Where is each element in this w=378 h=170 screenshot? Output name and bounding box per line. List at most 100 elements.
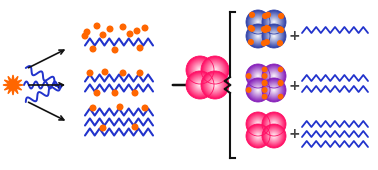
Circle shape: [267, 69, 281, 83]
Circle shape: [211, 81, 219, 89]
Circle shape: [265, 26, 269, 30]
Circle shape: [249, 127, 267, 145]
Circle shape: [249, 13, 267, 31]
Circle shape: [253, 30, 263, 42]
Circle shape: [272, 88, 276, 92]
Circle shape: [263, 125, 285, 147]
Circle shape: [273, 74, 276, 78]
Circle shape: [246, 124, 270, 148]
Circle shape: [273, 134, 276, 138]
Circle shape: [271, 33, 277, 39]
Circle shape: [205, 75, 225, 95]
Circle shape: [246, 24, 270, 48]
Circle shape: [277, 27, 282, 32]
Circle shape: [263, 26, 284, 46]
Circle shape: [212, 67, 218, 73]
Circle shape: [246, 64, 270, 88]
Circle shape: [210, 65, 220, 75]
Circle shape: [264, 80, 284, 100]
Circle shape: [209, 64, 221, 76]
Circle shape: [186, 56, 214, 84]
Circle shape: [251, 117, 265, 131]
Circle shape: [265, 81, 283, 99]
Circle shape: [187, 72, 213, 98]
Circle shape: [208, 63, 222, 76]
Circle shape: [273, 34, 276, 38]
Circle shape: [199, 69, 201, 71]
Circle shape: [132, 90, 138, 96]
Circle shape: [249, 115, 267, 133]
Circle shape: [270, 18, 278, 26]
Circle shape: [270, 32, 278, 40]
Circle shape: [194, 79, 206, 91]
Circle shape: [265, 27, 283, 45]
Circle shape: [254, 132, 262, 140]
Circle shape: [273, 135, 275, 137]
Circle shape: [272, 74, 276, 78]
Circle shape: [266, 116, 282, 132]
Circle shape: [279, 81, 283, 86]
Circle shape: [256, 122, 260, 126]
Circle shape: [256, 134, 260, 138]
Circle shape: [203, 73, 227, 97]
Circle shape: [189, 74, 211, 96]
Circle shape: [263, 114, 284, 134]
Circle shape: [248, 12, 268, 32]
Circle shape: [266, 82, 282, 98]
Circle shape: [270, 120, 278, 128]
Text: +: +: [288, 127, 300, 141]
Circle shape: [246, 74, 251, 78]
Circle shape: [82, 33, 88, 39]
Circle shape: [268, 130, 280, 142]
Circle shape: [262, 27, 266, 32]
Circle shape: [253, 70, 263, 82]
Circle shape: [248, 26, 268, 46]
Circle shape: [247, 11, 269, 33]
Circle shape: [255, 121, 261, 127]
Circle shape: [256, 122, 260, 126]
Circle shape: [270, 72, 278, 80]
Circle shape: [252, 84, 264, 96]
Circle shape: [273, 35, 275, 37]
Circle shape: [251, 29, 265, 43]
Circle shape: [211, 66, 219, 74]
Circle shape: [246, 78, 270, 102]
Circle shape: [268, 130, 280, 142]
Circle shape: [90, 105, 96, 111]
Circle shape: [267, 117, 281, 131]
Circle shape: [256, 34, 260, 38]
Circle shape: [256, 134, 260, 138]
Circle shape: [251, 69, 265, 83]
Circle shape: [250, 128, 266, 144]
Circle shape: [256, 88, 260, 92]
Circle shape: [188, 73, 212, 97]
Circle shape: [262, 94, 267, 99]
Circle shape: [249, 27, 267, 45]
Circle shape: [257, 89, 259, 91]
Circle shape: [196, 81, 204, 89]
Circle shape: [202, 57, 228, 83]
Circle shape: [268, 16, 280, 28]
Circle shape: [256, 34, 260, 38]
Circle shape: [268, 70, 280, 82]
Circle shape: [256, 74, 260, 78]
Circle shape: [256, 74, 260, 78]
Circle shape: [269, 85, 279, 95]
Circle shape: [279, 14, 284, 18]
Circle shape: [257, 123, 259, 125]
Circle shape: [254, 86, 262, 94]
Circle shape: [192, 77, 208, 93]
Circle shape: [204, 74, 226, 96]
Circle shape: [195, 80, 204, 90]
Circle shape: [255, 33, 261, 39]
Circle shape: [263, 11, 285, 33]
Circle shape: [248, 66, 268, 86]
Circle shape: [255, 73, 261, 79]
Circle shape: [264, 66, 284, 86]
Circle shape: [253, 131, 263, 141]
Circle shape: [192, 78, 208, 92]
Circle shape: [208, 63, 223, 78]
Circle shape: [208, 79, 222, 91]
Circle shape: [254, 32, 262, 40]
Circle shape: [209, 79, 221, 91]
